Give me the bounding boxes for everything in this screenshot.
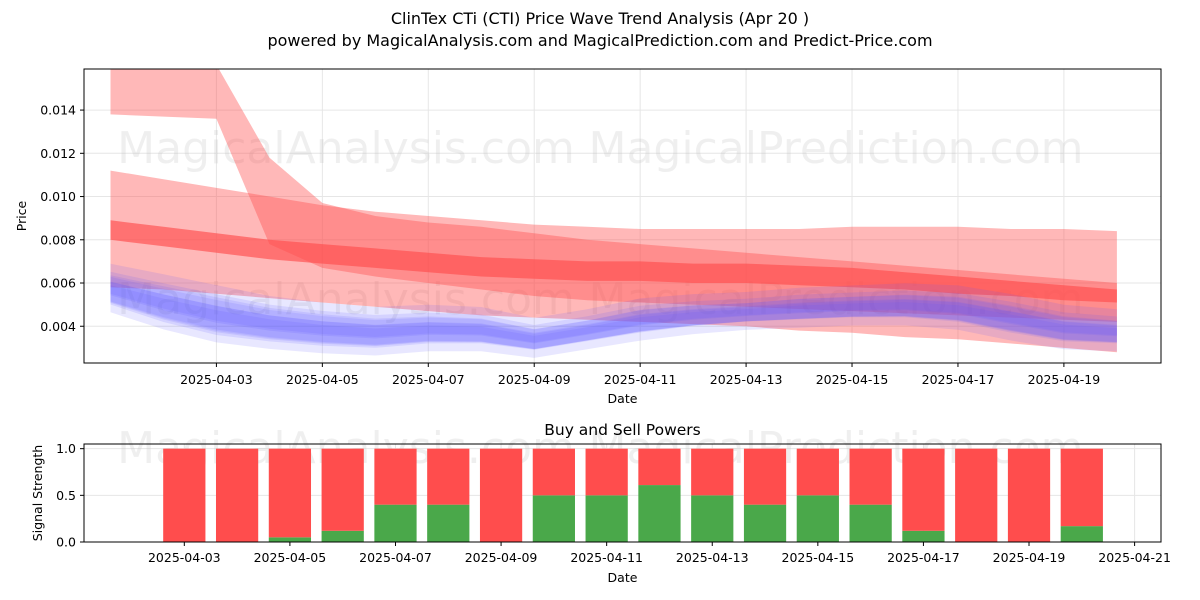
- sell-power-bar: [1007, 448, 1051, 542]
- sell-power-bar: [638, 448, 681, 486]
- y-axis-label: Signal Strength: [30, 445, 45, 541]
- buy-power-bar: [849, 504, 892, 542]
- watermark-text: MagicalAnalysis.com: [117, 274, 575, 325]
- buy-sell-title: Buy and Sell Powers: [544, 421, 701, 439]
- y-tick-label: 0.006: [40, 276, 76, 291]
- watermark-text: MagicalPrediction.com: [589, 123, 1084, 174]
- x-tick-label: 2025-04-07: [392, 372, 465, 387]
- buy-wave-band: [110, 281, 1117, 344]
- x-tick-label: 2025-04-09: [498, 372, 571, 387]
- sell-power-bar: [163, 448, 206, 542]
- sell-power-bar: [902, 448, 945, 531]
- sell-power-bar: [427, 448, 470, 505]
- x-axis-label: Date: [608, 570, 638, 585]
- y-axis-label: Price: [14, 200, 29, 231]
- sell-power-bar: [585, 448, 628, 496]
- buy-power-bar: [321, 530, 364, 542]
- buy-power-bar: [638, 485, 681, 542]
- buy-wave-band: [110, 285, 1117, 343]
- sell-power-bar: [849, 448, 892, 505]
- y-tick-label: 0.5: [56, 488, 76, 503]
- sell-power-bar: [1060, 448, 1103, 527]
- x-tick-label: 2025-04-03: [180, 372, 253, 387]
- buy-sell-powers-chart: MagicalAnalysis.com MagicalPrediction.com…: [30, 421, 1171, 585]
- y-tick-label: 1.0: [56, 441, 76, 456]
- sell-power-bar: [479, 448, 523, 542]
- sell-power-bar: [374, 448, 417, 505]
- sell-power-bar: [321, 448, 364, 531]
- x-axis-label: Date: [608, 391, 638, 406]
- buy-wave-band: [110, 263, 1117, 350]
- x-tick-label: 2025-04-17: [887, 550, 960, 565]
- y-tick-label: 0.0: [56, 535, 76, 550]
- sell-power-bar: [796, 448, 839, 496]
- buy-wave-band: [110, 281, 1117, 349]
- y-tick-label: 0.008: [40, 232, 76, 247]
- sell-power-bar: [955, 448, 998, 542]
- sell-power-bar: [743, 448, 787, 505]
- buy-wave-band: [110, 275, 1117, 358]
- buy-power-bar: [585, 495, 628, 542]
- watermark-text: MagicalAnalysis.com: [117, 123, 575, 174]
- x-tick-label: 2025-04-03: [148, 550, 221, 565]
- y-tick-label: 0.014: [40, 103, 76, 118]
- y-tick-label: 0.004: [40, 319, 76, 334]
- sell-power-bar: [268, 448, 312, 538]
- sell-power-bar: [215, 448, 259, 542]
- buy-wave-band: [110, 276, 1117, 350]
- x-tick-label: 2025-04-11: [604, 372, 677, 387]
- buy-power-bar: [1060, 526, 1103, 542]
- chart-title: ClinTex CTi (CTI) Price Wave Trend Analy…: [390, 9, 810, 28]
- buy-power-bar: [902, 530, 945, 542]
- x-tick-label: 2025-04-05: [286, 372, 359, 387]
- x-tick-label: 2025-04-13: [710, 372, 783, 387]
- x-tick-label: 2025-04-21: [1098, 550, 1171, 565]
- plot-area: [110, 69, 1117, 358]
- x-tick-label: 2025-04-15: [816, 372, 889, 387]
- x-tick-label: 2025-04-15: [782, 550, 855, 565]
- buy-power-bar: [532, 495, 575, 542]
- x-tick-label: 2025-04-17: [922, 372, 995, 387]
- x-tick-label: 2025-04-09: [465, 550, 538, 565]
- x-tick-label: 2025-04-19: [993, 550, 1066, 565]
- sell-wave-band-core: [110, 220, 1117, 303]
- y-tick-label: 0.010: [40, 189, 76, 204]
- y-tick-label: 0.012: [40, 146, 76, 161]
- buy-power-bar: [691, 495, 734, 542]
- plot-frame: [83, 443, 1162, 543]
- buy-power-bar: [743, 504, 787, 542]
- plot-frame: [83, 68, 1162, 364]
- buy-power-bar: [374, 504, 417, 542]
- buy-power-bar: [268, 537, 312, 542]
- price-wave-chart: MagicalAnalysis.com MagicalPrediction.com…: [14, 68, 1162, 406]
- sell-power-bar: [532, 448, 575, 496]
- x-tick-label: 2025-04-11: [570, 550, 643, 565]
- x-tick-label: 2025-04-13: [676, 550, 749, 565]
- buy-wave-band: [110, 271, 1117, 350]
- x-tick-label: 2025-04-19: [1028, 372, 1101, 387]
- x-tick-label: 2025-04-05: [254, 550, 327, 565]
- sell-power-bar: [691, 448, 734, 496]
- buy-power-bar: [796, 495, 839, 542]
- buy-power-bar: [427, 504, 470, 542]
- x-tick-label: 2025-04-07: [359, 550, 432, 565]
- chart-subtitle: powered by MagicalAnalysis.com and Magic…: [267, 31, 933, 50]
